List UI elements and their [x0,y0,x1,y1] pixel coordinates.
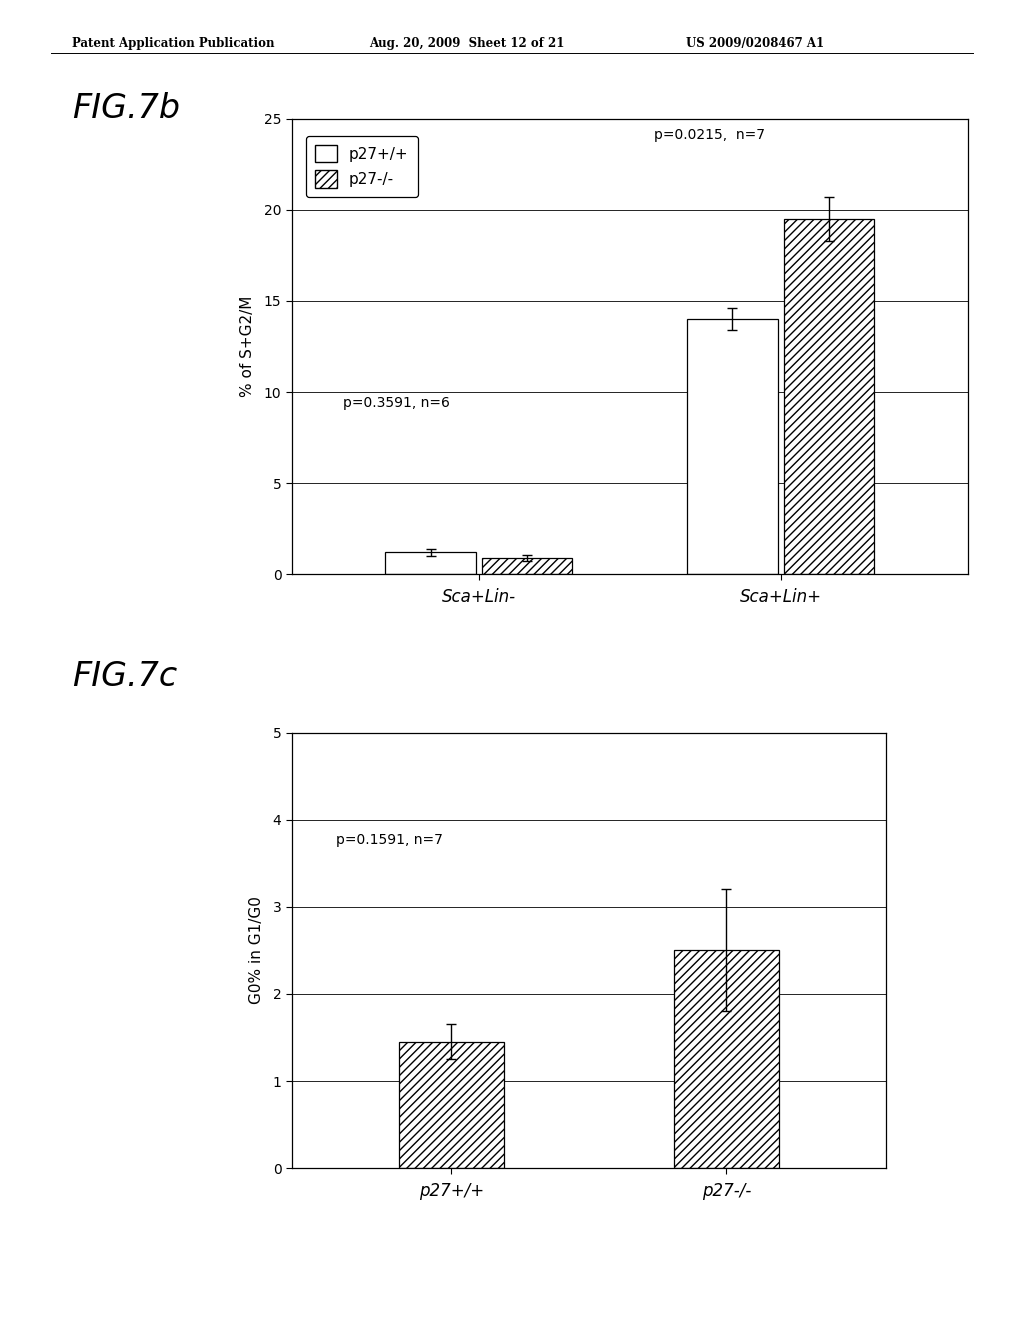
Bar [674,950,778,1168]
Text: p=0.3591, n=6: p=0.3591, n=6 [343,396,450,411]
Y-axis label: G0% in G1/G0: G0% in G1/G0 [249,896,264,1005]
Text: p=0.0215,  n=7: p=0.0215, n=7 [654,128,765,143]
Text: Patent Application Publication: Patent Application Publication [72,37,274,50]
Bar [399,1041,504,1168]
Text: Aug. 20, 2009  Sheet 12 of 21: Aug. 20, 2009 Sheet 12 of 21 [369,37,564,50]
Text: US 2009/0208467 A1: US 2009/0208467 A1 [686,37,824,50]
Text: FIG.7c: FIG.7c [72,660,177,693]
Legend: p27+/+, p27-/-: p27+/+, p27-/- [306,136,418,197]
Text: FIG.7b: FIG.7b [72,92,179,125]
Bar [482,558,572,574]
Bar [783,219,874,574]
Text: p=0.1591, n=7: p=0.1591, n=7 [336,833,442,847]
Y-axis label: % of S+G2/M: % of S+G2/M [241,296,255,397]
Bar [385,552,476,574]
Bar [687,319,777,574]
